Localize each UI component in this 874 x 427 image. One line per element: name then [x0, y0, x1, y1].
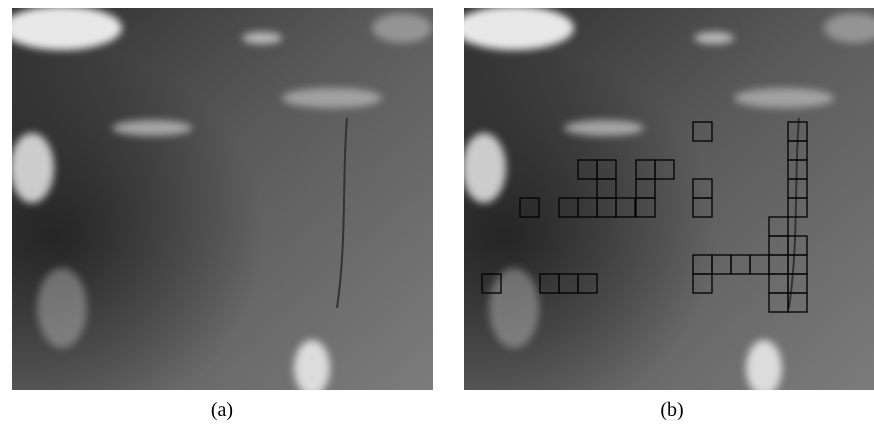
panel-label: (a)	[211, 399, 233, 421]
panel-label: (b)	[660, 399, 683, 421]
satellite-image-b	[454, 6, 874, 396]
page: (a) (b) (() => { const data = JSON.parse…	[0, 0, 874, 427]
satellite-image-a	[2, 6, 433, 396]
figure: (a) (b)	[0, 0, 874, 427]
